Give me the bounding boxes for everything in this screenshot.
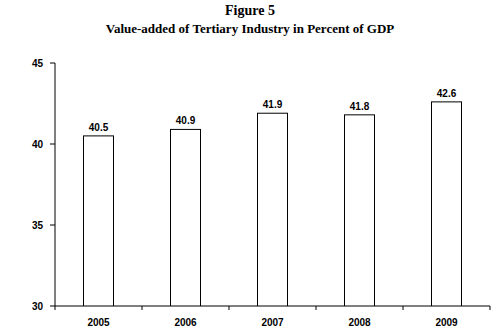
x-tick — [229, 306, 230, 310]
data-label: 41.8 — [350, 101, 370, 112]
bar — [84, 136, 114, 306]
chart-container: Figure 5 Value-added of Tertiary Industry… — [0, 0, 500, 336]
x-tick — [490, 306, 491, 310]
y-tick-label: 35 — [32, 220, 44, 231]
chart-svg: Figure 5 Value-added of Tertiary Industry… — [0, 0, 500, 336]
y-tick-label: 45 — [32, 58, 44, 69]
x-tick-label: 2006 — [174, 317, 197, 328]
data-label: 40.5 — [89, 122, 109, 133]
y-tick — [50, 144, 55, 145]
y-tick-label: 40 — [32, 139, 44, 150]
title: Figure 5 — [225, 3, 275, 18]
y-tick-label: 30 — [32, 301, 44, 312]
y-tick — [50, 225, 55, 226]
x-tick-label: 2009 — [435, 317, 458, 328]
x-tick — [142, 306, 143, 310]
data-label: 42.6 — [437, 88, 457, 99]
x-tick-label: 2005 — [87, 317, 110, 328]
y-tick — [50, 306, 55, 307]
x-tick — [316, 306, 317, 310]
bar — [171, 129, 201, 306]
bar — [432, 102, 462, 306]
bar — [258, 113, 288, 306]
x-tick — [55, 306, 56, 310]
x-tick — [403, 306, 404, 310]
x-tick-label: 2008 — [348, 317, 371, 328]
x-tick-label: 2007 — [261, 317, 284, 328]
y-axis — [55, 63, 56, 306]
data-label: 40.9 — [176, 115, 196, 126]
y-tick — [50, 63, 55, 64]
bar — [345, 115, 375, 306]
bars — [84, 102, 462, 306]
data-label: 41.9 — [263, 99, 283, 110]
subtitle: Value-added of Tertiary Industry in Perc… — [106, 21, 395, 36]
